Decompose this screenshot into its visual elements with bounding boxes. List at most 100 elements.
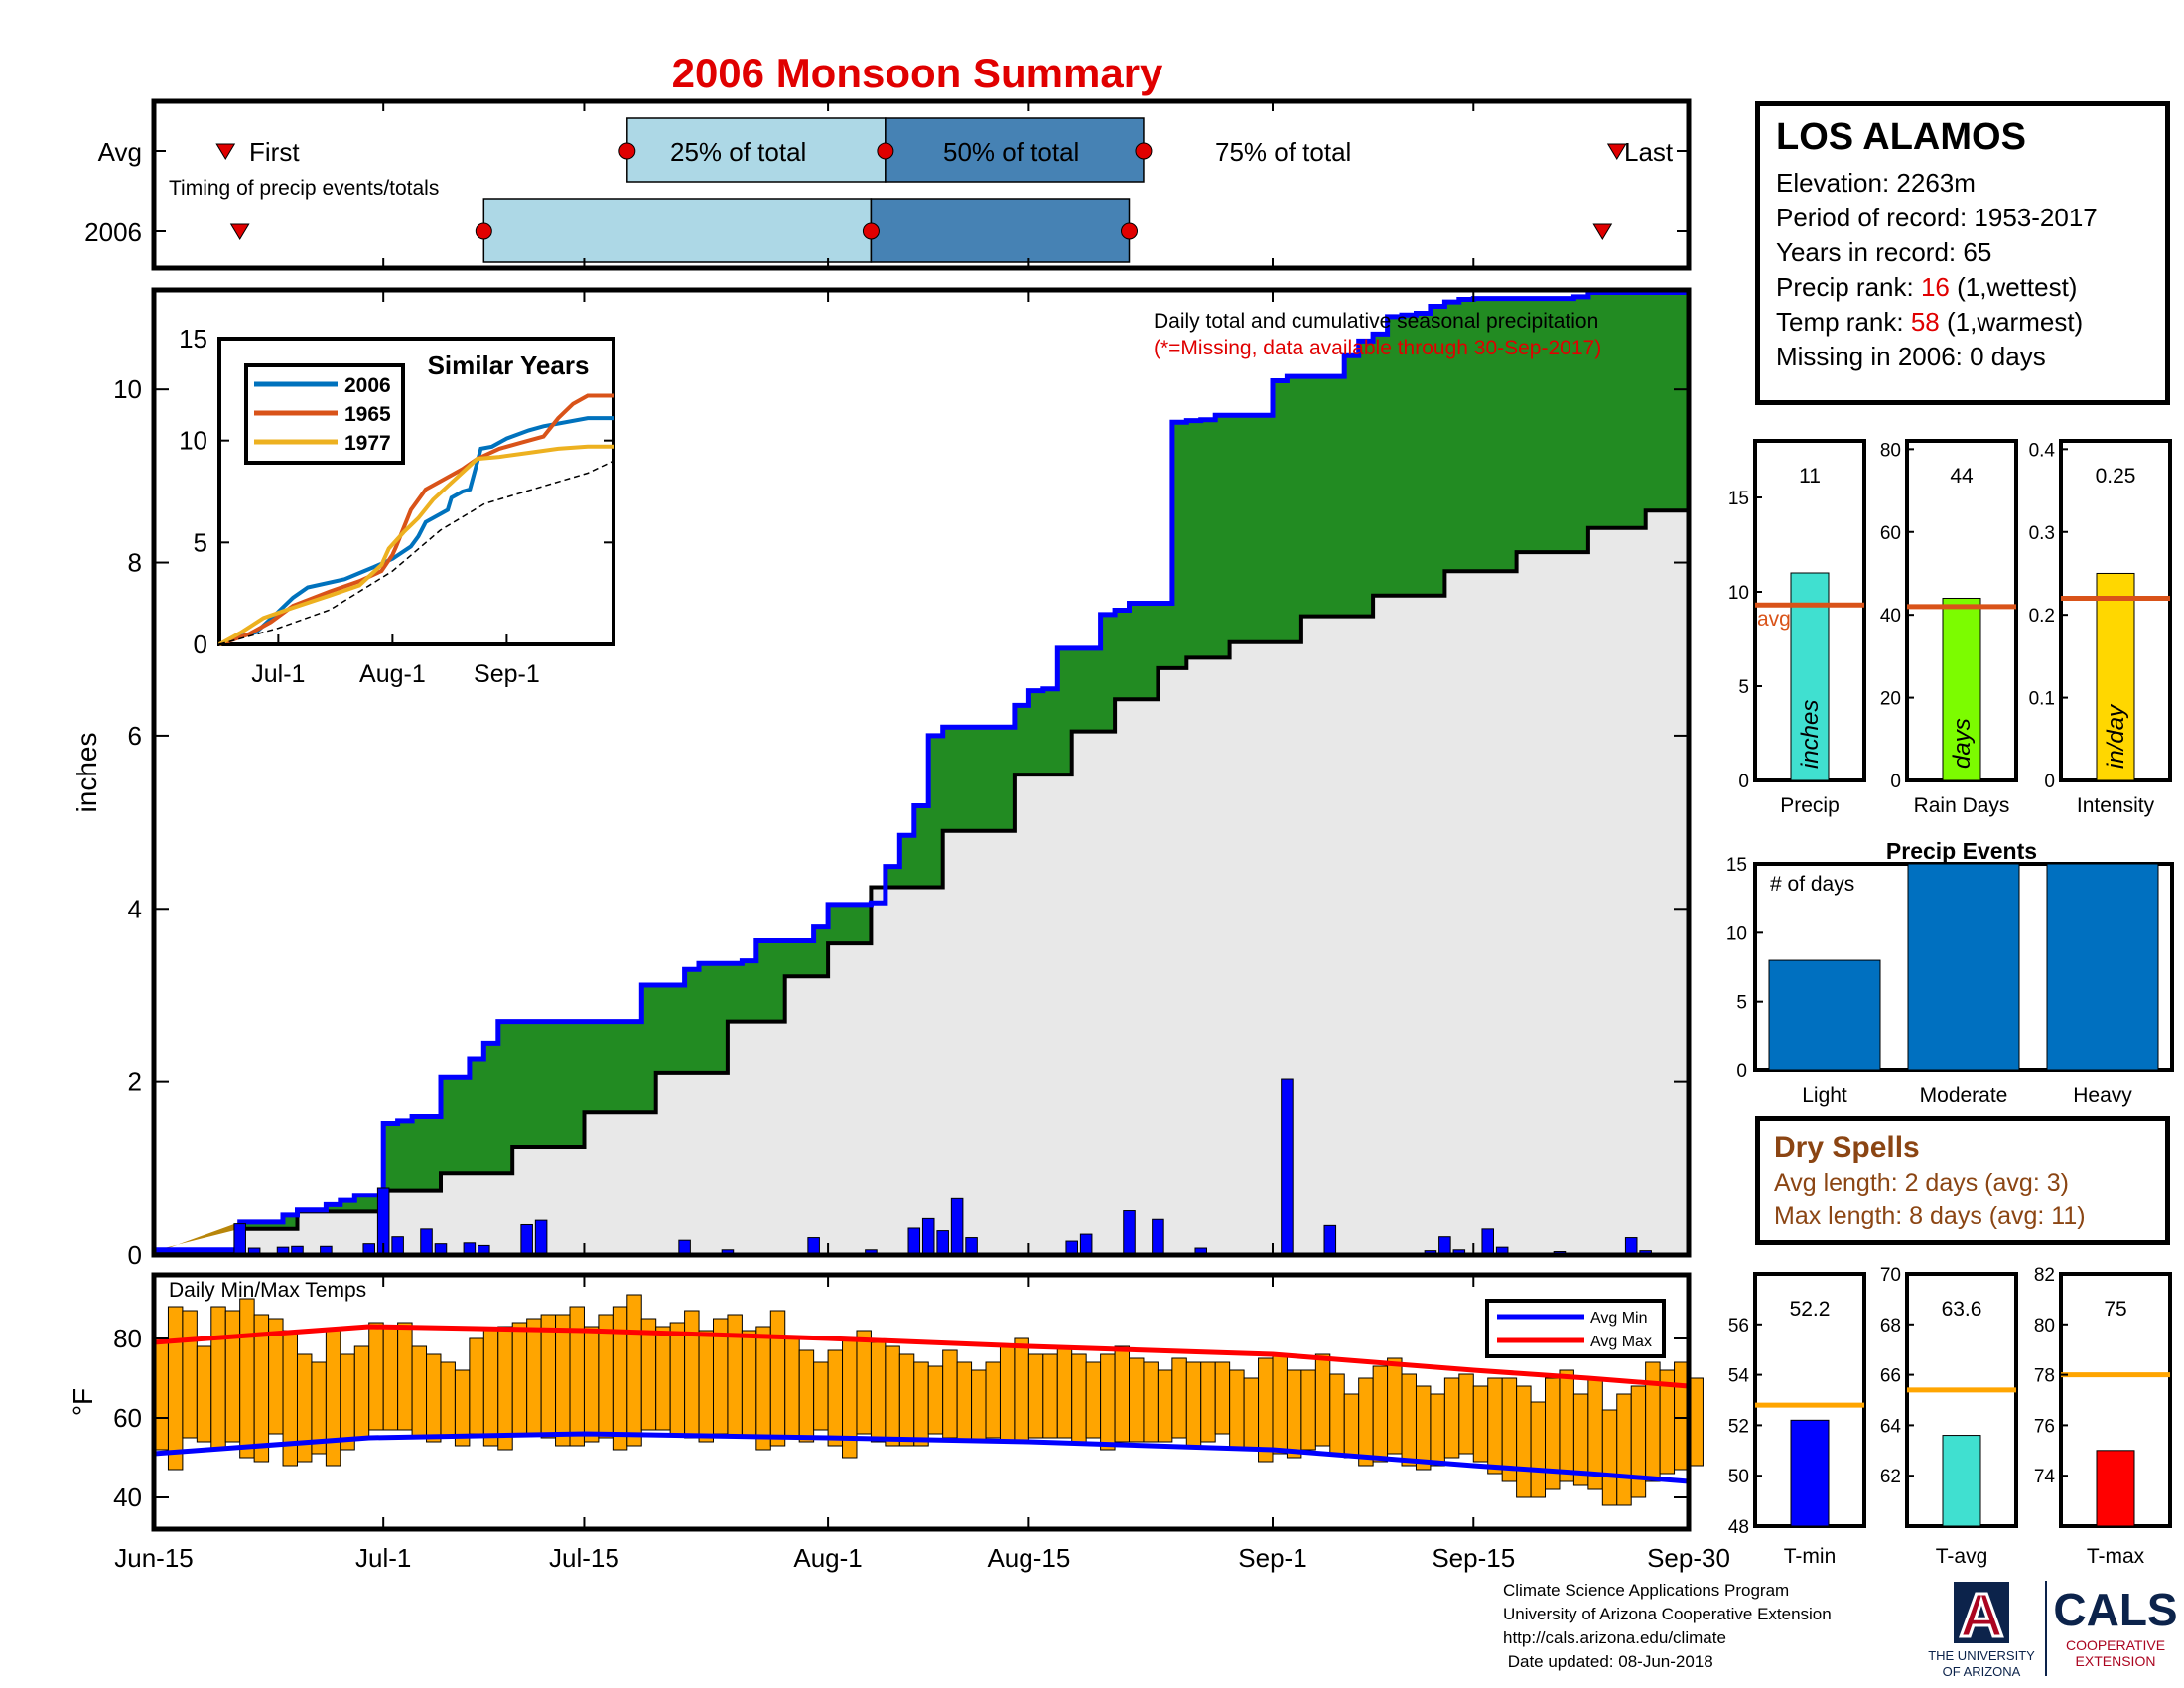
inset-y-tick-label: 15 <box>179 324 207 353</box>
temp-stat-y-tick-label: 48 <box>1728 1517 1749 1538</box>
daily-temp-range-bar <box>956 1361 973 1443</box>
daily-temp-range-bar <box>769 1310 786 1447</box>
daily-temp-range-bar <box>1300 1369 1316 1451</box>
timing-subtitle: Timing of precip events/totals <box>169 177 439 200</box>
footer-line-2: University of Arizona Cooperative Extens… <box>1503 1605 1832 1623</box>
temp-line-avg-min <box>153 1431 1690 1484</box>
precip-stat-y-tick-label: 0 <box>1890 772 1901 792</box>
daily-temp-range-bar <box>426 1353 442 1443</box>
timing-row-label-avg: Avg <box>98 137 142 167</box>
precip-stat-y-tick-label: 5 <box>1738 677 1749 698</box>
daily-precip-bar <box>907 1227 921 1256</box>
main-y-tick-label: 4 <box>128 894 142 923</box>
temp-stat-value-label: 75 <box>2104 1298 2126 1321</box>
timing-year-box-50-75 <box>870 198 1131 263</box>
daily-precip-bar <box>950 1197 964 1256</box>
cals-logo-word: CALS <box>2053 1584 2177 1635</box>
ua-logo-block <box>1954 1582 2009 1643</box>
station-missing: Missing in 2006: 0 days <box>1776 341 2046 371</box>
precip-events-y-tick-label: 0 <box>1736 1061 1747 1082</box>
cals-logo: CALS COOPERATIVE EXTENSION <box>2053 1584 2177 1669</box>
daily-precip-bar <box>233 1223 246 1256</box>
timing-year-quantile-marker-1 <box>475 222 492 240</box>
date-axis-tick-label: Sep-30 <box>1647 1543 1730 1573</box>
temp-rank-prefix: Temp rank: <box>1776 306 1911 337</box>
daily-temp-range-bar <box>340 1353 355 1451</box>
date-axis: Jun-15 Jul-1 Jul-15 Aug-1 Aug-15 Sep-1 Sep-15 S… <box>114 290 1730 1573</box>
daily-temp-range-bar <box>913 1361 929 1447</box>
daily-precip-bar <box>965 1237 978 1256</box>
daily-temp-range-bar <box>411 1345 428 1439</box>
daily-temp-range-bar <box>698 1330 714 1443</box>
figure-title: 2006 Monsoon Summary <box>672 50 1163 96</box>
daily-temp-range-bar <box>1286 1369 1302 1459</box>
daily-temp-range-bar <box>1487 1377 1503 1475</box>
temp-stat-value-label: 52.2 <box>1790 1298 1831 1321</box>
precip-stat-bar-rain-days <box>1942 597 1981 781</box>
dry-spells-max-length: Max length: 8 days (avg: 11) <box>1774 1201 2086 1230</box>
daily-temp-range-bar <box>1601 1409 1618 1506</box>
daily-temp-range-bar <box>497 1326 513 1451</box>
similar-years-line-1965 <box>218 393 614 646</box>
temp-legend-box <box>1485 1299 1666 1358</box>
temp-stat-y-tick-label: 76 <box>2034 1416 2055 1437</box>
date-axis-tick-label: Jun-15 <box>114 1543 194 1573</box>
precip-stat-y-tick-label: 20 <box>1880 689 1901 710</box>
main-y-tick-label: 2 <box>128 1067 142 1097</box>
timing-q25-label: 25% of total <box>670 137 806 167</box>
similar-years-line-avg <box>218 460 614 645</box>
precip-events-category-label: Heavy <box>2073 1084 2132 1107</box>
university-of-arizona-logo: A THE UNIVERSITY OF ARIZONA <box>1928 1581 2035 1680</box>
daily-temp-range-bar <box>1645 1361 1661 1482</box>
daily-temp-range-bar <box>1171 1357 1187 1439</box>
precip-stat-y-tick-label: 15 <box>1728 489 1749 509</box>
daily-temp-range-bar <box>655 1326 671 1431</box>
similar-years-line-1977 <box>218 444 614 646</box>
precip-rank-prefix: Precip rank: <box>1776 271 1921 302</box>
main-y-axis-label: inches <box>71 733 102 813</box>
timing-q75-label: 75% of total <box>1215 137 1351 167</box>
daily-precip-bar <box>420 1228 433 1256</box>
temp-legend-label-avg-max: Avg Max <box>1590 1334 1652 1350</box>
temp-stat-y-tick-label: 54 <box>1728 1366 1750 1387</box>
daily-temp-range-bar <box>1516 1385 1532 1498</box>
precip-stat-panel-label: Rain Days <box>1914 794 2010 817</box>
daily-temp-range-bar <box>827 1349 844 1447</box>
daily-temp-range-bar <box>640 1318 657 1431</box>
inset-x-tick-label: Jul-1 <box>251 660 305 688</box>
precip-events-title: Precip Events <box>1886 838 2037 864</box>
precip-stat-value-label: 44 <box>1950 465 1974 488</box>
main-y-tick-label: 10 <box>113 374 142 404</box>
precip-events-inset-label: # of days <box>1770 873 1854 896</box>
daily-temp-range-bar <box>382 1326 399 1431</box>
daily-temp-range-bar <box>1214 1361 1231 1435</box>
inset-axes: 0 5 10 15 Jul-1 Aug-1 Sep-1 <box>179 324 614 688</box>
temp-stat-bar-t-max <box>2096 1450 2135 1527</box>
station-years: Years in record: 65 <box>1776 236 1992 267</box>
daily-precip-bar <box>1152 1218 1164 1256</box>
daily-temp-range-bar <box>1616 1393 1632 1506</box>
timing-year-box-25-50 <box>482 198 873 263</box>
daily-temp-range-bar <box>1387 1357 1403 1455</box>
daily-temp-range-bar <box>1200 1361 1216 1443</box>
daily-temp-range-bar <box>1114 1345 1131 1443</box>
temp-stat-panel-label: T-min <box>1784 1545 1837 1568</box>
daily-temp-range-bar <box>1559 1369 1574 1482</box>
station-elevation: Elevation: 2263m <box>1776 167 1976 198</box>
daily-temp-range-bar <box>296 1353 313 1463</box>
station-name: LOS ALAMOS <box>1776 116 2026 158</box>
daily-precip-bar <box>1624 1237 1638 1256</box>
inset-title: Similar Years <box>428 351 590 380</box>
daily-temp-range-bar <box>1458 1373 1474 1455</box>
timing-first-label: First <box>249 137 300 167</box>
daily-precip-bar <box>534 1219 548 1256</box>
dry-spells-title: Dry Spells <box>1774 1131 1920 1164</box>
daily-temp-range-bar <box>239 1298 255 1459</box>
timing-avg-last-marker <box>1606 143 1627 160</box>
daily-temp-range-bar <box>1014 1337 1029 1443</box>
precip-stat-unit-label: in/day <box>2103 703 2129 769</box>
precip-events-y-tick-label: 5 <box>1736 993 1747 1014</box>
credits-footer: Climate Science Applications Program Uni… <box>1503 1579 1832 1674</box>
daily-precip-bar <box>1281 1078 1294 1256</box>
temp-stat-y-tick-label: 64 <box>1880 1416 1902 1437</box>
